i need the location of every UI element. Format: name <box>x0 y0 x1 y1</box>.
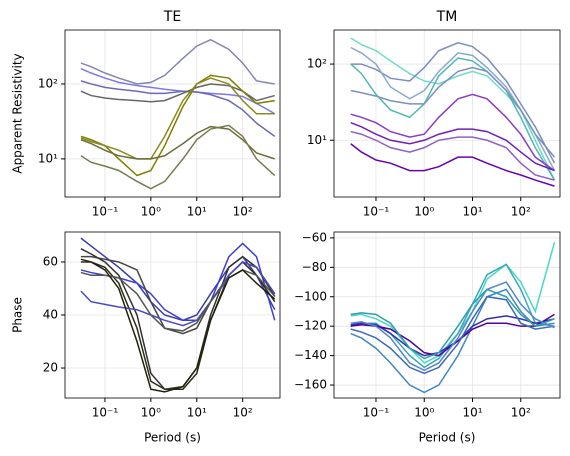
axes-frame <box>64 29 281 198</box>
x-tick-label: 10⁻¹ <box>363 406 390 420</box>
axes-frame <box>333 231 561 399</box>
data-line <box>350 122 555 172</box>
y-tick-label: −60 <box>302 230 327 244</box>
data-line <box>80 38 275 85</box>
y-tick-label: −80 <box>302 260 327 274</box>
y-tick-label: 10¹ <box>307 133 327 147</box>
y-tick-label: 60 <box>43 254 58 268</box>
data-line <box>350 42 556 164</box>
x-tick-label: 10⁰ <box>141 406 161 420</box>
axes-frame <box>64 231 281 399</box>
x-tick-label: 10⁰ <box>414 205 434 219</box>
data-line <box>80 260 276 390</box>
x-tick-label: 10¹ <box>187 406 207 420</box>
data-line <box>350 288 555 360</box>
data-line <box>350 313 555 357</box>
data-line <box>350 143 555 187</box>
data-line <box>80 258 276 393</box>
data-line <box>80 237 276 322</box>
data-line <box>350 281 555 372</box>
x-axis-label: Period (s) <box>144 431 201 445</box>
data-line <box>80 77 275 160</box>
y-tick-label: 10¹ <box>38 151 58 165</box>
x-tick-label: 10² <box>511 205 531 219</box>
data-line <box>80 242 276 322</box>
data-line <box>350 130 555 181</box>
data-line <box>80 255 276 335</box>
y-axis-label: Phase <box>11 297 25 333</box>
data-line <box>350 242 556 364</box>
x-tick-label: 10⁻¹ <box>92 205 119 219</box>
data-line <box>350 288 555 394</box>
data-line <box>80 125 276 160</box>
x-tick-label: 10¹ <box>462 205 482 219</box>
x-tick-label: 10⁻¹ <box>363 205 390 219</box>
data-line <box>350 93 555 172</box>
y-tick-label: −140 <box>294 348 327 362</box>
y-tick-label: 10² <box>38 76 58 90</box>
x-tick-label: 10¹ <box>187 205 207 219</box>
x-tick-label: 10⁻¹ <box>92 406 119 420</box>
x-axis-label: Period (s) <box>419 431 476 445</box>
y-tick-label: 10² <box>307 57 327 71</box>
data-line <box>350 66 556 158</box>
data-line <box>80 80 276 137</box>
axes-title: TE <box>163 9 181 25</box>
x-tick-label: 10² <box>511 406 531 420</box>
data-line <box>80 261 276 327</box>
data-line <box>350 295 555 375</box>
data-line <box>80 67 276 115</box>
data-line <box>80 269 276 332</box>
data-line <box>350 263 555 369</box>
axes-frame <box>333 29 561 198</box>
data-line <box>80 124 276 190</box>
y-tick-label: −100 <box>294 289 327 303</box>
axes-title: TM <box>436 9 458 25</box>
x-tick-label: 10² <box>233 406 253 420</box>
y-tick-label: 40 <box>43 308 58 322</box>
y-tick-label: 20 <box>43 361 58 375</box>
y-axis-label: Apparent Resistivity <box>11 53 25 173</box>
x-tick-label: 10⁰ <box>141 205 161 219</box>
data-line <box>80 248 276 391</box>
data-line <box>80 83 275 103</box>
x-tick-label: 10¹ <box>462 406 482 420</box>
x-tick-label: 10² <box>233 205 253 219</box>
x-tick-label: 10⁰ <box>414 406 434 420</box>
y-tick-label: −160 <box>294 378 327 392</box>
y-tick-label: −120 <box>294 319 327 333</box>
data-line <box>80 74 275 177</box>
